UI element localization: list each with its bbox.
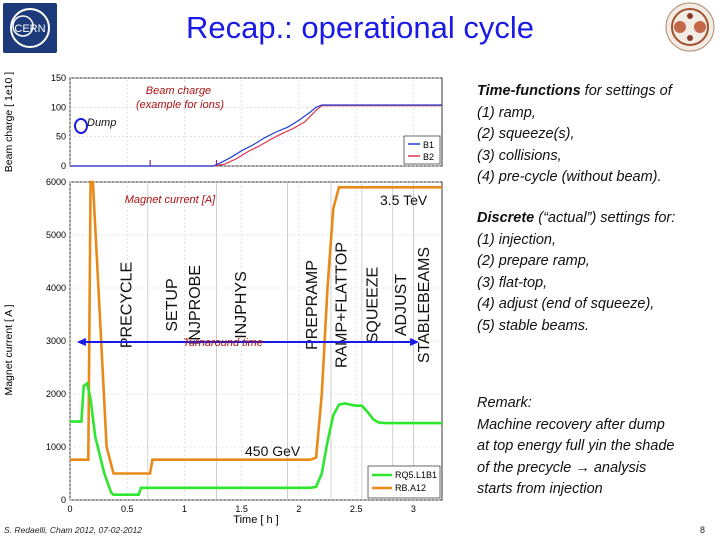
discrete-heading: Discrete xyxy=(477,210,535,226)
energy-top-label: 3.5 TeV xyxy=(380,192,428,208)
magnet-current-ytick-label: 0 xyxy=(61,495,66,505)
magnet-current-xtick-label: 2 xyxy=(296,504,301,514)
tf-item: (4) pre-cycle (without beam). xyxy=(477,169,662,185)
beam-charge-ylabel: Beam charge [ 1e10 ] xyxy=(3,72,15,172)
beam-charge-annotation-line-1: Beam charge xyxy=(146,85,211,97)
remark-line: Machine recovery after dump xyxy=(477,416,665,433)
rq5-series-line xyxy=(70,381,442,497)
magnet-current-xlabel: Time [ h ] xyxy=(233,514,278,526)
cern-logo: CERN xyxy=(3,3,57,53)
beam-charge-yticks: 0 50 100 150 xyxy=(51,73,66,171)
remark-line: at top energy full yin the shade xyxy=(477,438,675,454)
tf-item: (1) ramp, xyxy=(477,104,536,121)
time-functions-heading-line: Time-functions for settings of xyxy=(477,81,717,103)
lhc-logo xyxy=(662,1,718,53)
disc-item: (5) stable beams. xyxy=(477,317,590,334)
phase-label: INJPROBE xyxy=(187,265,204,345)
magnet-current-ytick-label: 3000 xyxy=(46,336,66,346)
beam-charge-plot: 0 50 100 150 Beam charge [ 1e10 ] Beam char… xyxy=(3,72,443,172)
disc-item: (2) prepare ramp, xyxy=(477,253,590,269)
magnet-current-ytick-label: 1000 xyxy=(46,442,66,452)
phase-label: STABLEBEAMS xyxy=(416,247,433,363)
tf-item: (3) collisions, xyxy=(477,147,562,164)
disc-item: (4) adjust (end of squeeze), xyxy=(477,296,655,312)
remark-line: starts from injection xyxy=(477,481,603,497)
discrete-block: Discrete (“actual”) settings for: (1) in… xyxy=(477,208,717,337)
disc-item: (3) flat-top, xyxy=(477,274,548,291)
disc-item: (1) injection, xyxy=(477,231,556,248)
magnet-current-ytick-label: 2000 xyxy=(46,389,66,399)
phase-label: RAMP+FLATTOP xyxy=(334,242,351,368)
magnet-current-xtick-label: 2.5 xyxy=(350,504,363,514)
magnet-current-ytick-label: 6000 xyxy=(46,177,66,187)
discrete-heading-rest: (“actual”) settings for: xyxy=(534,210,676,226)
beam-charge-legend: B1 B2 xyxy=(403,135,441,165)
dump-label: Dump xyxy=(87,117,116,129)
dump-circle xyxy=(74,118,88,134)
remark-block: Remark: Machine recovery after dump at t… xyxy=(477,393,717,501)
turnaround-arrow: Turnaround time xyxy=(76,337,420,349)
phase-label: PRECYCLE xyxy=(118,262,135,348)
b2-series-line xyxy=(70,104,442,167)
magnet-current-ylabel: Magnet current [ A ] xyxy=(3,304,15,395)
legend-rb-label: RB.A12 xyxy=(395,483,426,493)
cern-logo-text: CERN xyxy=(14,23,45,35)
beam-charge-ytick-label: 0 xyxy=(61,161,66,171)
magnet-current-grid xyxy=(69,181,442,501)
magnet-current-xtick-label: 1.5 xyxy=(235,504,248,514)
legend-b1-label: B1 xyxy=(423,140,434,150)
page-number: 8 xyxy=(700,525,706,535)
magnet-current-annotation: Magnet current [A] xyxy=(125,194,216,206)
phase-label: SQUEEZE xyxy=(365,267,382,343)
magnet-current-xtick-label: 3 xyxy=(411,504,416,514)
beam-charge-annotation-line-2: (example for ions) xyxy=(136,99,224,111)
beam-charge-ytick-label: 50 xyxy=(56,132,66,142)
time-functions-block: Time-functions for settings of (1) ramp,… xyxy=(477,81,717,189)
remark-line: of the precycle → analysis xyxy=(477,459,647,476)
beam-charge-frame xyxy=(69,77,443,167)
magnet-current-yticks: 0 1000 2000 3000 4000 5000 6000 xyxy=(46,177,66,505)
magnet-current-xticks: 0 0.5 1 1.5 2 2.5 3 xyxy=(67,504,415,514)
magnet-current-ytick-label: 4000 xyxy=(46,283,66,293)
phase-label: INJPHYS xyxy=(233,271,250,339)
discrete-heading-line: Discrete (“actual”) settings for: xyxy=(477,208,717,230)
phase-labels: PRECYCLE SETUP INJPROBE INJPHYS PREPRAMP RAMP… xyxy=(118,242,433,368)
page-title: Recap.: operational cycle xyxy=(185,10,535,45)
magnet-current-xtick-label: 0.5 xyxy=(121,504,134,514)
phase-label: PREPRAMP xyxy=(304,260,321,350)
rb-a12-series-line xyxy=(70,180,442,475)
time-functions-heading: Time-functions xyxy=(477,83,581,99)
beam-charge-annotation: Beam charge (example for ions) xyxy=(136,85,224,111)
b1-series-line xyxy=(70,104,442,167)
energy-bottom-label: 450 GeV xyxy=(245,443,301,459)
legend-rq5-label: RQ5.L1B1 xyxy=(395,470,437,480)
phase-label: ADJUST xyxy=(393,274,410,336)
time-functions-heading-rest: for settings of xyxy=(580,83,672,99)
turnaround-arrow-head-left xyxy=(76,338,86,347)
beam-charge-ytick-label: 100 xyxy=(51,102,66,112)
magnet-current-ytick-label: 5000 xyxy=(46,230,66,240)
magnet-current-xtick-label: 1 xyxy=(182,504,187,514)
beam-charge-ytick-label: 150 xyxy=(51,73,66,83)
footer-credit: S. Redaelli, Cham 2012, 07-02-2012 xyxy=(4,525,142,535)
turnaround-label: Turnaround time xyxy=(183,337,263,349)
legend-b2-label: B2 xyxy=(423,152,434,162)
magnet-current-legend: RQ5.L1B1 RB.A12 xyxy=(367,465,441,499)
remark-line: Remark: xyxy=(477,395,532,411)
turnaround-arrow-head-right xyxy=(410,338,420,347)
phase-label: SETUP xyxy=(164,278,181,331)
magnet-current-xtick-label: 0 xyxy=(67,504,72,514)
tf-item: (2) squeeze(s), xyxy=(477,126,575,142)
